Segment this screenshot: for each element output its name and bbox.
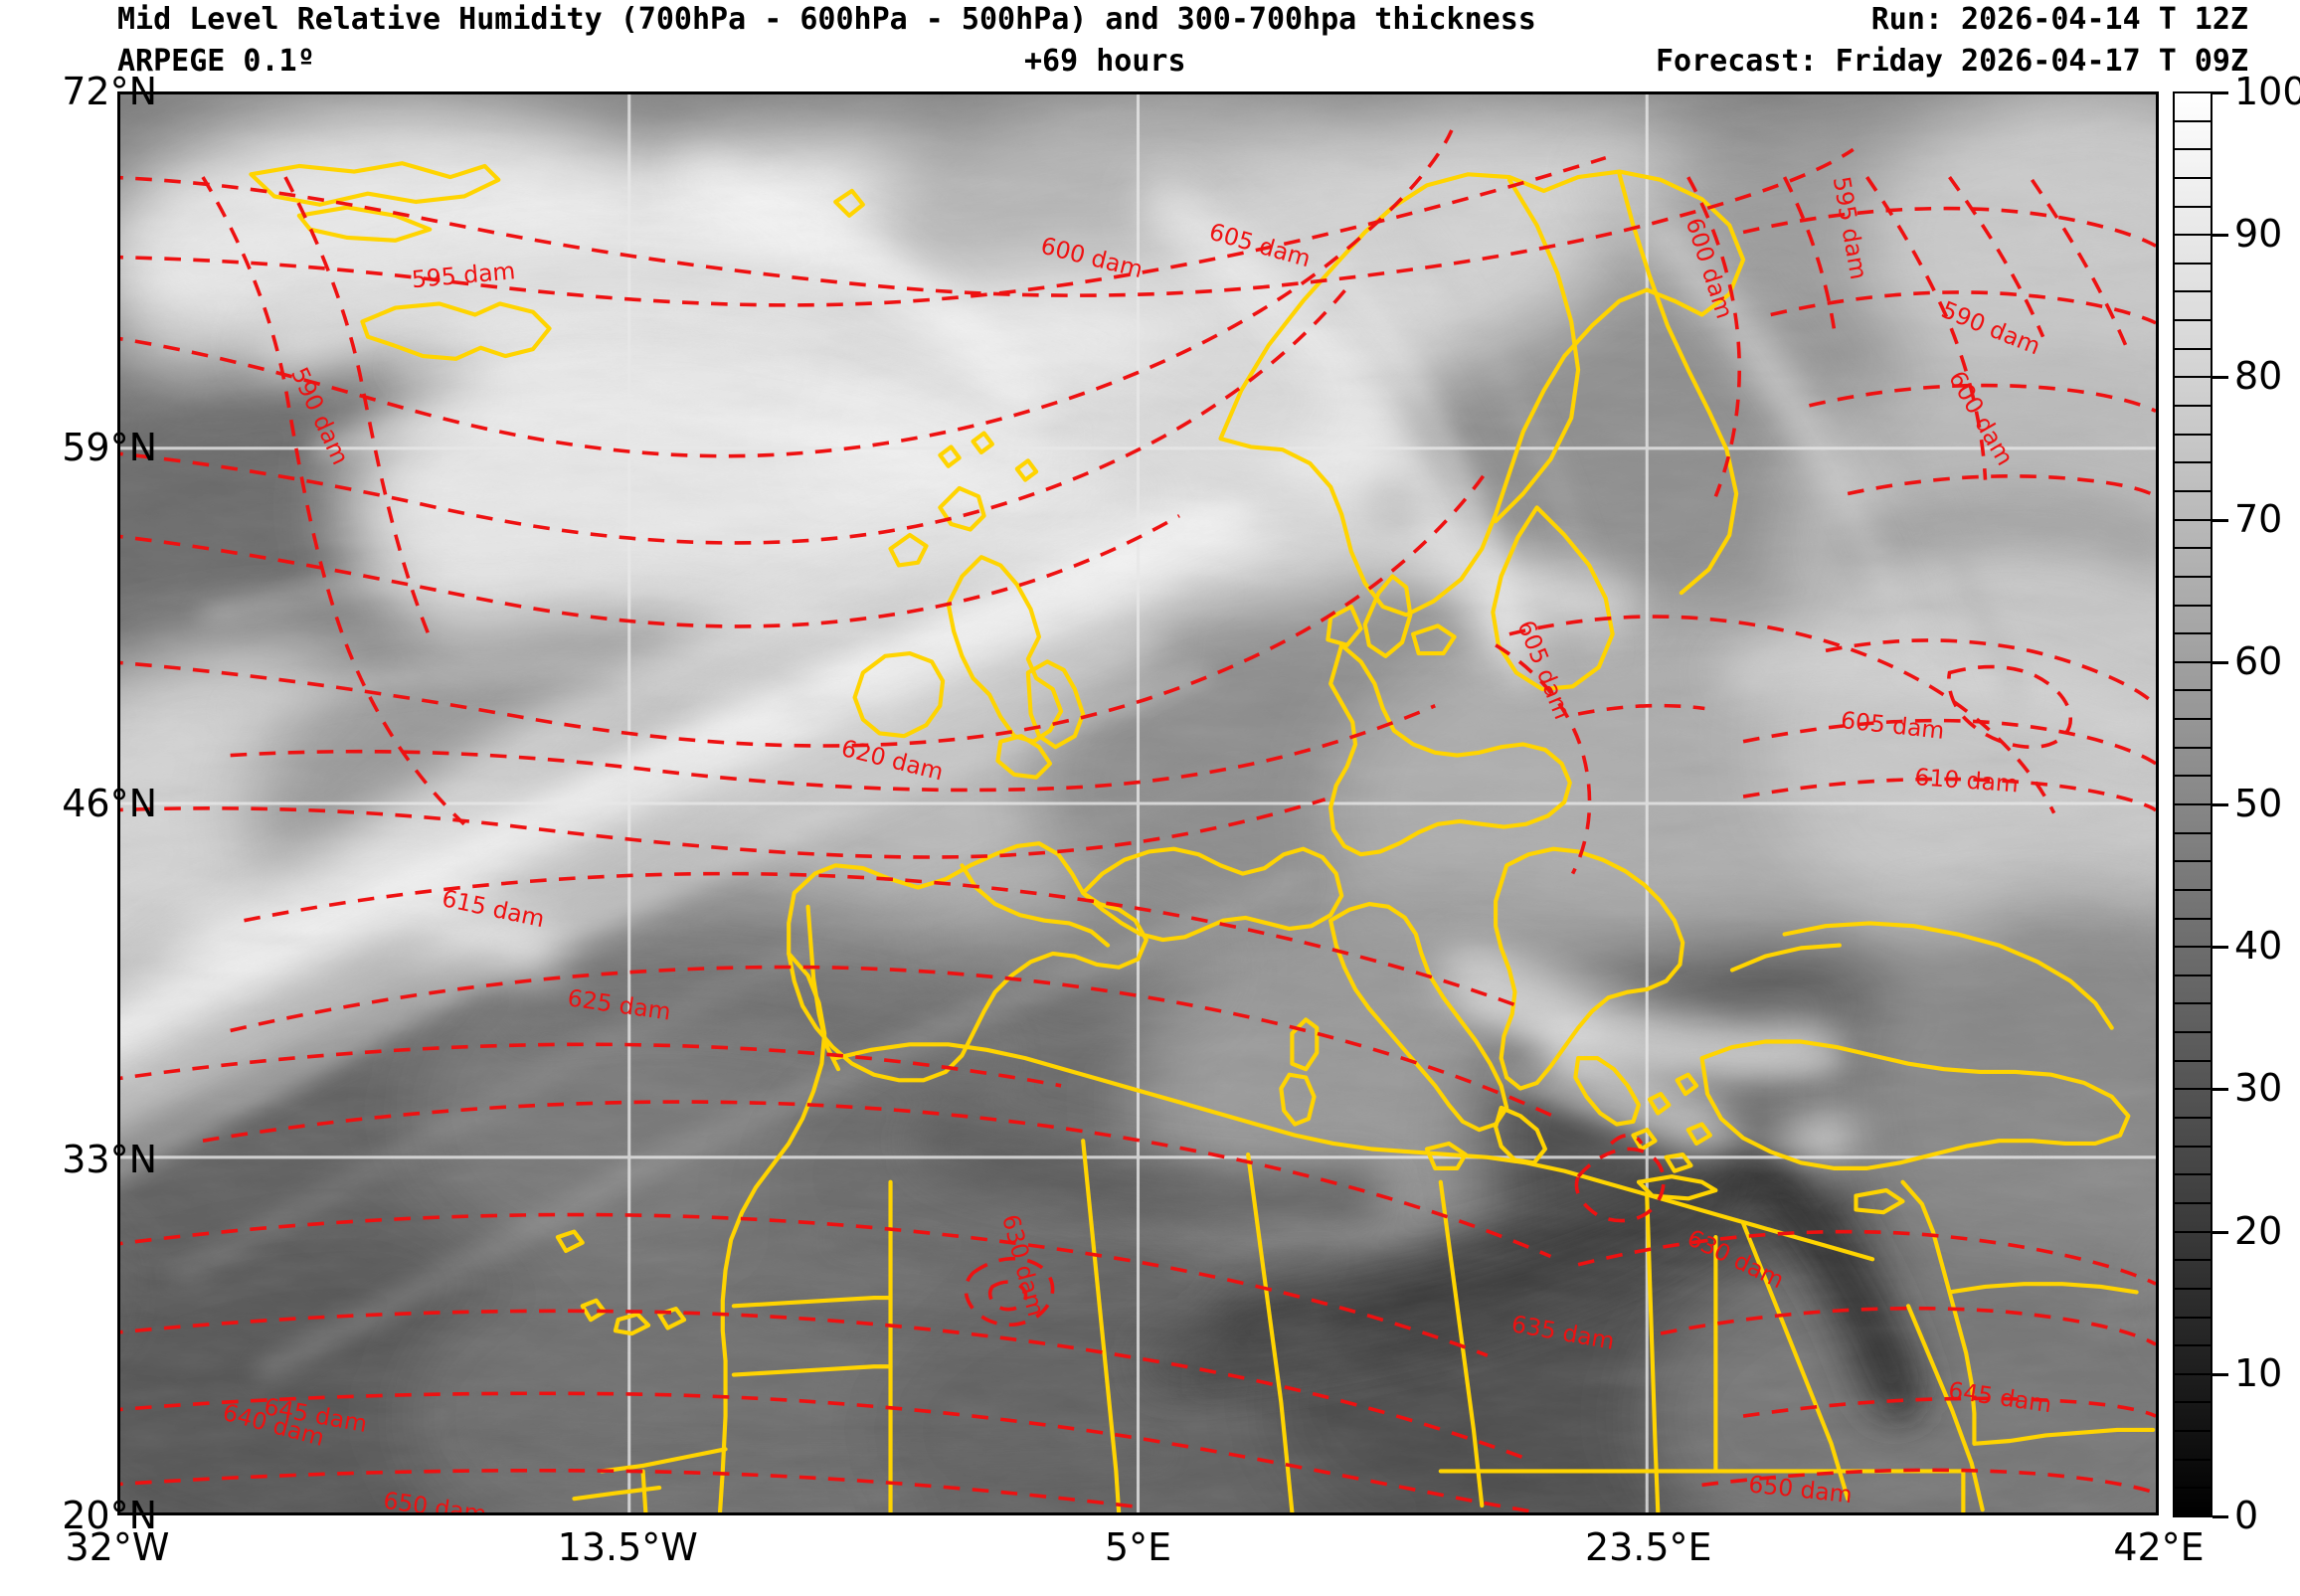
colorbar-tick-mark [2212,1372,2228,1376]
colorbar-band-divider [2173,433,2212,436]
colorbar-tick-mark [2212,376,2228,380]
colorbar-band-divider [2173,575,2212,578]
longitude-tick-label: 23.5°E [1584,1525,1712,1569]
colorbar-tick-mark [2212,234,2228,238]
map-gridlines [120,94,2156,1512]
title-block: Mid Level Relative Humidity (700hPa - 60… [0,0,2300,86]
forecast-valid-label: Forecast: Friday 2026-04-17 T 09Z [1655,44,2248,79]
colorbar-band-divider [2173,1515,2212,1517]
colorbar-tick-mark [2212,1515,2228,1518]
colorbar-band-divider [2173,547,2212,550]
colorbar-band-divider [2173,1059,2212,1062]
colorbar-tick-mark [2212,660,2228,664]
colorbar-band-divider [2173,1458,2212,1461]
colorbar-band-divider [2173,831,2212,834]
colorbar-band-divider [2173,405,2212,408]
colorbar-band-divider [2173,689,2212,692]
colorbar-band-divider [2173,91,2212,93]
colorbar-band-divider [2173,1259,2212,1262]
run-label: Run: 2026-04-14 T 12Z [1870,2,2248,37]
colorbar-band-divider [2173,1002,2212,1005]
colorbar-band-divider [2173,917,2212,920]
colorbar-band-divider [2173,660,2212,663]
colorbar-band-divider [2173,946,2212,949]
colorbar-band-divider [2173,604,2212,607]
colorbar-band-divider [2173,1230,2212,1233]
colorbar-band-divider [2173,347,2212,350]
colorbar-band-divider [2173,234,2212,237]
colorbar-band-divider [2173,1316,2212,1319]
longitude-tick-label: 5°E [1104,1525,1172,1569]
colorbar-band-divider [2173,1201,2212,1204]
latitude-tick-label: 20°N [62,1494,157,1537]
colorbar-band-divider [2173,1173,2212,1176]
colorbar-band-divider [2173,974,2212,976]
coastlines-layer [249,161,2156,1512]
forecast-step-label: +69 hours [1024,44,1186,79]
colorbar-band-divider [2173,290,2212,293]
colorbar-band-divider [2173,1344,2212,1347]
colorbar-band-divider [2173,376,2212,379]
colorbar-tick-mark [2212,803,2228,806]
colorbar-tick-mark [2212,1088,2228,1092]
colorbar-band-divider [2173,860,2212,863]
latitude-tick-label: 72°N [62,70,157,113]
colorbar-band-divider [2173,775,2212,778]
colorbar-band-divider [2173,176,2212,179]
colorbar-tick-mark [2212,946,2228,950]
colorbar[interactable]: 0 10 20 30 40 50 60 70 80 90 100 [2173,70,2300,1537]
colorbar-tick-mark [2212,518,2228,522]
colorbar-band-divider [2173,262,2212,265]
colorbar-tick-label: 0 [2234,1494,2259,1537]
colorbar-tick-mark [2212,91,2228,94]
colorbar-band-divider [2173,1487,2212,1490]
colorbar-tick-mark [2212,1230,2228,1234]
colorbar-tick-label: 100 [2234,70,2300,113]
colorbar-band-divider [2173,746,2212,749]
latitude-tick-label: 46°N [62,782,157,825]
longitude-tick-label: 42°E [2113,1525,2205,1569]
colorbar-tick-label: 90 [2234,212,2283,257]
model-label: ARPEGE 0.1º [117,44,315,79]
colorbar-tick-label: 60 [2234,638,2283,683]
colorbar-band-divider [2173,319,2212,322]
colorbar-tick-label: 20 [2234,1208,2283,1253]
colorbar-band-divider [2173,1145,2212,1148]
colorbar-band-divider [2173,148,2212,151]
longitude-tick-label: 32°W [65,1525,170,1569]
colorbar-tick-label: 50 [2234,782,2283,825]
title-line-secondary: ARPEGE 0.1º +69 hours Forecast: Friday 2… [0,44,2300,82]
colorbar-band-divider [2173,119,2212,122]
latitude-tick-label: 33°N [62,1138,157,1181]
colorbar-tick-label: 30 [2234,1066,2283,1111]
colorbar-band-divider [2173,632,2212,635]
colorbar-band-divider [2173,888,2212,891]
page-title: Mid Level Relative Humidity (700hPa - 60… [117,2,1536,37]
map-plot-area[interactable]: 595 dam 590 dam 600 dam 605 dam 600 dam 595 d… [117,91,2159,1515]
colorbar-band-divider [2173,205,2212,208]
colorbar-band-divider [2173,1287,2212,1290]
colorbar-band-divider [2173,1088,2212,1091]
colorbar-band-divider [2173,489,2212,492]
colorbar-band-divider [2173,1372,2212,1375]
title-line-primary: Mid Level Relative Humidity (700hPa - 60… [0,2,2300,40]
colorbar-band-divider [2173,718,2212,721]
thickness-contours [120,129,2156,1512]
colorbar-tick-label: 80 [2234,354,2283,399]
colorbar-band-divider [2173,461,2212,464]
colorbar-tick-label: 40 [2234,924,2283,969]
longitude-tick-label: 13.5°W [557,1525,698,1569]
colorbar-tick-label: 10 [2234,1350,2283,1395]
colorbar-tick-label: 70 [2234,496,2283,541]
latitude-tick-label: 59°N [62,426,157,469]
colorbar-band-divider [2173,1031,2212,1034]
colorbar-band-divider [2173,803,2212,805]
colorbar-band-divider [2173,518,2212,521]
colorbar-band-divider [2173,1117,2212,1120]
colorbar-band-divider [2173,1401,2212,1404]
colorbar-band-divider [2173,1430,2212,1433]
